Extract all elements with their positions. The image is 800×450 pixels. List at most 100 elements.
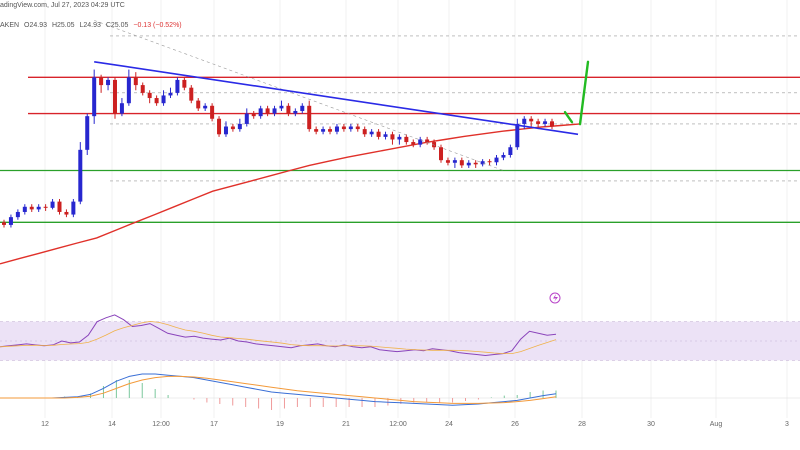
candle-body [126,77,131,104]
header-exchange: AKEN [0,22,20,29]
rsi-panel [0,314,800,361]
candle-body [8,217,13,225]
lightning-icon[interactable] [549,292,561,304]
candle-body [397,136,402,140]
candle-body [286,105,291,114]
candle-body [251,113,256,117]
candle-body [418,139,423,145]
candle-body [237,123,242,130]
macd-line [0,373,557,406]
candle-body [501,155,506,158]
candle-body [508,147,513,155]
x-tick-label: 21 [342,421,350,428]
candle-body [480,161,485,165]
candle-body [466,162,471,166]
candle-body [161,95,166,104]
candle-body [85,116,90,150]
header-open: O24.93 [24,22,47,29]
candle-body [265,108,270,114]
candle-body [543,121,548,124]
candle-body [279,105,284,109]
candle-body [22,206,27,212]
candle-body [452,160,457,163]
candle-body [230,126,235,130]
candle-body [487,161,492,163]
candle-body [43,206,48,208]
candle-body [210,105,215,119]
x-tick-label: 26 [511,421,519,428]
trendlines [94,20,579,171]
candle-body [258,108,263,117]
candles [2,69,554,228]
candle-body [432,142,437,148]
x-tick-label: 12:00 [389,421,407,428]
candle-body [355,126,360,130]
candle-body [168,92,173,96]
candle-body [15,211,20,218]
candle-body [50,201,55,208]
header-high: H25.05 [51,22,75,29]
candle-body [473,162,478,165]
candle-body [147,92,152,99]
candle-body [314,129,319,132]
candle-body [341,126,346,130]
candle-body [536,121,541,124]
candle-body [244,113,249,124]
header-change: −0.13 (−0.52%) [133,22,182,29]
candle-body [522,118,527,124]
candle-body [2,222,6,225]
candle-body [175,79,180,93]
candle-body [439,147,444,161]
candle-body [78,149,83,202]
candle-body [550,121,554,127]
candle-body [383,134,388,137]
fib-diagonal-line [94,20,504,171]
projection-arrow [563,60,590,126]
candle-body [494,157,499,163]
candle-body [529,118,534,122]
x-tick-label: 14 [108,421,116,428]
candle-body [362,129,367,135]
candle-body [293,110,298,114]
candle-body [328,129,333,132]
candle-body [140,85,145,93]
candle-body [334,126,339,132]
candle-body [64,211,69,215]
candle-body [404,136,409,143]
ma100-line [0,123,581,265]
x-tick-label: 28 [578,421,586,428]
candle-body [348,126,353,130]
macd-panel [0,373,800,410]
candle-body [189,87,194,101]
candle-body [196,100,201,109]
candle-body [515,123,520,148]
candle-body [71,201,76,215]
x-tick-label: 24 [445,421,453,428]
header-low: L24.93 [79,22,101,29]
candle-body [29,206,34,210]
projection-down [563,110,574,124]
header-close: C25.05 [105,22,129,29]
candle-body [425,139,430,143]
candle-body [307,105,312,130]
candle-body [369,131,374,135]
candle-body [217,118,222,135]
candle-body [203,105,208,109]
candle-body [182,79,187,88]
candle-body [376,131,381,137]
x-tick-label: 19 [276,421,284,428]
candle-body [57,201,62,212]
candle-body [106,79,111,86]
x-tick-label: 12:00 [152,421,170,428]
header-ohlc: AKEN O24.93 H25.05 L24.93 C25.05 −0.13 (… [0,22,185,29]
candle-body [459,160,464,166]
candle-body [133,77,138,86]
x-tick-label: 30 [647,421,655,428]
x-axis: 12 14 12:00 17 19 21 12:00 24 26 28 30 Aug 3 [41,421,789,428]
candle-body [112,79,117,114]
candle-body [119,103,124,114]
price-levels [0,35,800,223]
x-tick-label: 3 [785,421,789,428]
candle-body [272,108,277,114]
